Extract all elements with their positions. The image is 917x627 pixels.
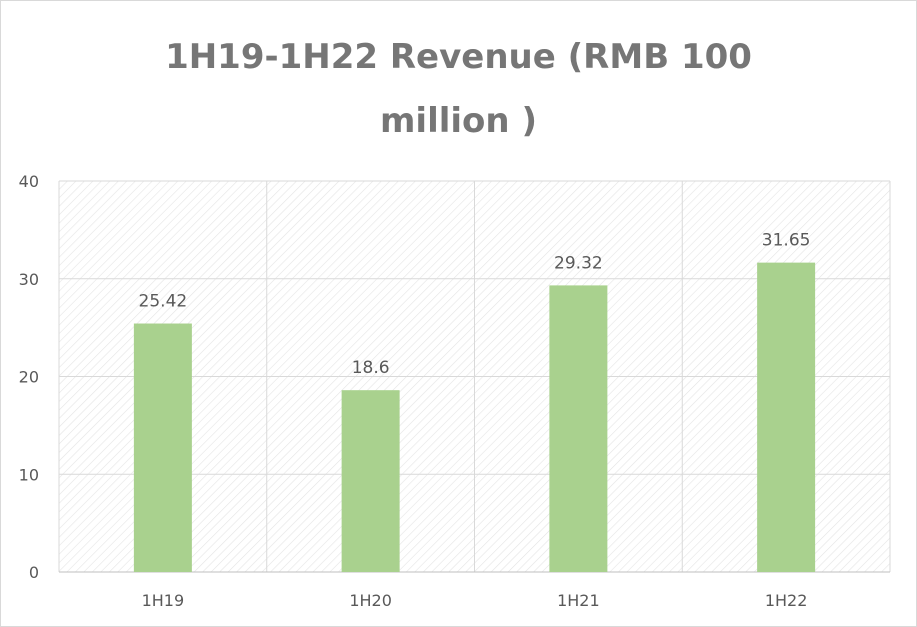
x-tick-label-1H22: 1H22 <box>765 591 808 610</box>
data-label-1H20: 18.6 <box>352 358 390 378</box>
y-tick-label: 40 <box>19 172 39 191</box>
bars <box>133 262 816 572</box>
bar-1H22 <box>757 262 816 572</box>
chart-title-line-1: 1H19-1H22 Revenue (RMB 100 <box>165 37 752 77</box>
data-label-1H19: 25.42 <box>139 292 188 312</box>
bar-1H21 <box>549 285 608 572</box>
x-tick-label-1H20: 1H20 <box>349 591 392 610</box>
y-tick-label: 30 <box>19 270 39 289</box>
x-tick-label-1H19: 1H19 <box>142 591 185 610</box>
bar-1H19 <box>133 323 192 572</box>
y-tick-label: 0 <box>29 563 39 582</box>
labels: 0 10 20 30 40 25.42 1H19 18.6 1H20 29.32 1H21 31.65… <box>19 172 811 610</box>
chart-title: 1H19-1H22 Revenue (RMB 100 million ) <box>1 25 916 153</box>
data-label-1H22: 31.65 <box>762 231 811 251</box>
y-tick-label: 20 <box>19 368 39 387</box>
bar-1H20 <box>341 390 400 572</box>
data-label-1H21: 29.32 <box>554 253 603 273</box>
chart-title-line-2: million ) <box>380 101 537 141</box>
x-tick-label-1H21: 1H21 <box>557 591 600 610</box>
y-tick-label: 10 <box>19 465 39 484</box>
